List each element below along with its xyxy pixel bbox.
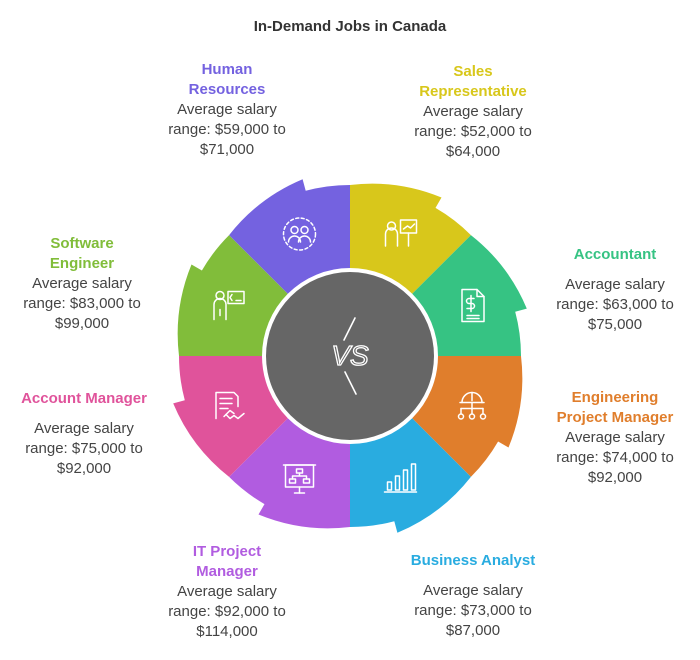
job-description: $75,000 (587, 316, 643, 333)
wheel-segment-software-engineer (177, 235, 288, 356)
job-description: Average salary (565, 276, 665, 293)
job-label-business-analyst: Business Analyst Average salary range: $… (373, 551, 573, 641)
job-title: Resources (188, 81, 266, 98)
job-description: range: $59,000 to (168, 121, 286, 138)
job-description: range: $83,000 to (23, 295, 141, 312)
job-description: Average salary (34, 420, 134, 437)
contract-handshake-icon (215, 391, 245, 420)
job-description: range: $52,000 to (414, 123, 532, 140)
org-chart-board-icon (282, 464, 317, 494)
job-description: Average salary (177, 101, 277, 118)
job-label-it-project-manager: IT Project Manager Average salary range:… (127, 542, 327, 642)
job-description: range: $73,000 to (414, 602, 532, 619)
job-title: Engineering (571, 389, 659, 406)
wheel-segment-sales-representative (350, 183, 471, 294)
job-title: Sales (453, 63, 493, 80)
job-title: Account Manager (21, 390, 147, 407)
diagram-title: In-Demand Jobs in Canada (253, 18, 447, 35)
bar-chart-icon (383, 463, 418, 493)
job-description: $114,000 (196, 623, 258, 640)
job-label-human-resources: Human Resources Average salary range: $5… (127, 60, 327, 160)
presenter-board-icon (384, 219, 418, 247)
job-title: Manager (196, 563, 258, 580)
job-label-sales-representative: Sales Representative Average salary rang… (373, 62, 573, 162)
job-description: $92,000 (587, 469, 643, 486)
job-description: $87,000 (445, 622, 501, 639)
job-description: Average salary (177, 583, 277, 600)
people-circle-icon (282, 217, 317, 251)
wheel-segment-account-manager (173, 356, 288, 477)
job-description: Average salary (32, 275, 132, 292)
job-description: Average salary (423, 103, 523, 120)
job-description: range: $75,000 to (25, 440, 143, 457)
job-label-account-manager: Account Manager Average salary range: $7… (0, 389, 184, 479)
job-label-accountant: Accountant Average salary range: $63,000… (515, 245, 700, 335)
center-circle (266, 272, 434, 440)
developer-code-icon (213, 290, 245, 321)
job-description: Average salary (565, 429, 665, 446)
hardhat-network-icon (457, 391, 487, 420)
job-description: $99,000 (54, 315, 110, 332)
vs-icon (343, 317, 357, 395)
job-description: $64,000 (445, 143, 501, 160)
job-title: Software (50, 235, 114, 252)
job-title: Human (201, 61, 253, 78)
job-description: Average salary (423, 582, 523, 599)
job-title: Representative (419, 83, 527, 100)
job-description: range: $63,000 to (556, 296, 674, 313)
job-label-engineering-project-manager: Engineering Project Manager Average sala… (515, 388, 700, 488)
job-description: $92,000 (56, 460, 112, 477)
job-label-software-engineer: Software Engineer Average salary range: … (0, 234, 182, 334)
job-title: Project Manager (556, 409, 674, 426)
job-title: Accountant (573, 246, 657, 263)
wheel-segment-it-project-manager (229, 418, 350, 529)
job-title: IT Project (192, 543, 262, 560)
wheel-segment-accountant (412, 235, 527, 356)
job-description: range: $74,000 to (556, 449, 674, 466)
wheel-segment-engineering-project-manager (412, 356, 523, 477)
job-description: range: $92,000 to (168, 603, 286, 620)
invoice-dollar-icon (461, 288, 485, 323)
job-description: $71,000 (199, 141, 255, 158)
job-title: Engineer (49, 255, 115, 272)
job-title: Business Analyst (410, 552, 536, 569)
wheel-segment-business-analyst (350, 418, 471, 533)
center-label: VS (331, 340, 369, 371)
wheel-segment-human-resources (229, 179, 350, 294)
